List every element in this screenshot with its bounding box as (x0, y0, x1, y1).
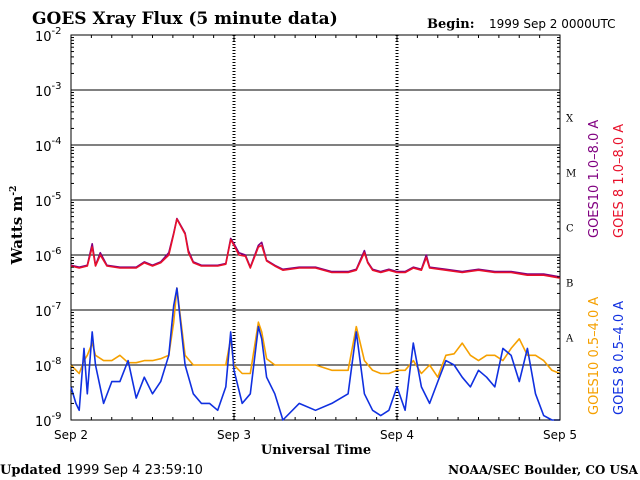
legend-entry: GOES10 0.5–4.0 A (587, 297, 602, 415)
credit-text: NOAA/SEC Boulder, CO USA (448, 463, 639, 477)
begin-value: 1999 Sep 2 0000UTC (489, 17, 616, 31)
flare-class-label: M (566, 169, 576, 180)
flare-class-label: X (566, 114, 574, 125)
y-axis-label-sup: -2 (9, 186, 19, 196)
y-tick-label: 10-2 (35, 26, 62, 45)
begin-label: Begin: (427, 17, 475, 32)
y-tick-label: 10-6 (35, 246, 62, 265)
plot-area (70, 34, 561, 421)
flare-class-label: A (565, 334, 574, 345)
x-tick-label: Sep 5 (543, 428, 577, 442)
y-tick-label: 10-5 (35, 191, 62, 210)
legend-entry: GOES10 1.0–8.0 A (587, 120, 602, 238)
y-tick-label-base: 10 (35, 250, 52, 265)
day-markers (232, 35, 399, 420)
y-tick-label: 10-3 (35, 81, 62, 100)
y-tick-label-exponent: -8 (52, 356, 62, 367)
flare-class-labels: A B C M X (565, 114, 576, 345)
y-axis-label: Watts m-2 (8, 186, 26, 266)
x-axis-label: Universal Time (261, 443, 371, 458)
plot-frame (70, 34, 561, 421)
y-tick-label-base: 10 (35, 85, 52, 100)
y-tick-label-base: 10 (35, 195, 52, 210)
series-line (70, 218, 561, 279)
chart-title: GOES Xray Flux (5 minute data) (32, 9, 338, 29)
y-tick-label-exponent: -2 (52, 26, 62, 37)
y-tick-label: 10-4 (35, 136, 62, 155)
y-tick-label: 10-8 (35, 356, 62, 375)
y-axis-label-text: Watts m (8, 196, 26, 266)
x-tick-label: Sep 3 (217, 428, 251, 442)
y-tick-label-base: 10 (35, 305, 52, 320)
y-tick-label-exponent: -9 (52, 411, 62, 422)
y-tick-label: 10-9 (35, 411, 62, 430)
legend: GOES10 1.0–8.0 A GOES 8 1.0–8.0 A GOES10 0… (587, 120, 627, 415)
x-tick-label: Sep 2 (54, 428, 88, 442)
y-tick-label: 10-7 (35, 301, 62, 320)
y-tick-label-exponent: -4 (52, 136, 62, 147)
y-tick-label-base: 10 (35, 140, 52, 155)
series-lines (70, 217, 561, 421)
y-tick-label-base: 10 (35, 360, 52, 375)
y-tick-label-exponent: -7 (52, 301, 62, 312)
y-tick-label-base: 10 (35, 415, 52, 430)
updated-label: Updated (0, 463, 61, 478)
y-tick-label-base: 10 (35, 30, 52, 45)
legend-entry: GOES 8 0.5–4.0 A (612, 301, 627, 415)
y-tick-label-exponent: -3 (52, 81, 62, 92)
y-axis-ticks: 10-910-810-710-610-510-410-310-2 (35, 26, 560, 430)
x-tick-label: Sep 4 (380, 428, 414, 442)
y-tick-label-exponent: -6 (52, 246, 62, 257)
x-axis-ticks: Sep 2 Sep 3 Sep 4 Sep 5 (54, 35, 577, 442)
updated-line: Updated 1999 Sep 4 23:59:10 (0, 463, 203, 478)
grid-lines (71, 89, 560, 366)
flare-class-label: B (566, 279, 573, 290)
y-tick-label-exponent: -5 (52, 191, 62, 202)
series-line (70, 287, 560, 421)
legend-entry: GOES 8 1.0–8.0 A (612, 124, 627, 238)
series-line (70, 287, 561, 379)
updated-value: 1999 Sep 4 23:59:10 (66, 463, 203, 478)
series-line (70, 217, 561, 278)
flare-class-label: C (566, 224, 574, 235)
